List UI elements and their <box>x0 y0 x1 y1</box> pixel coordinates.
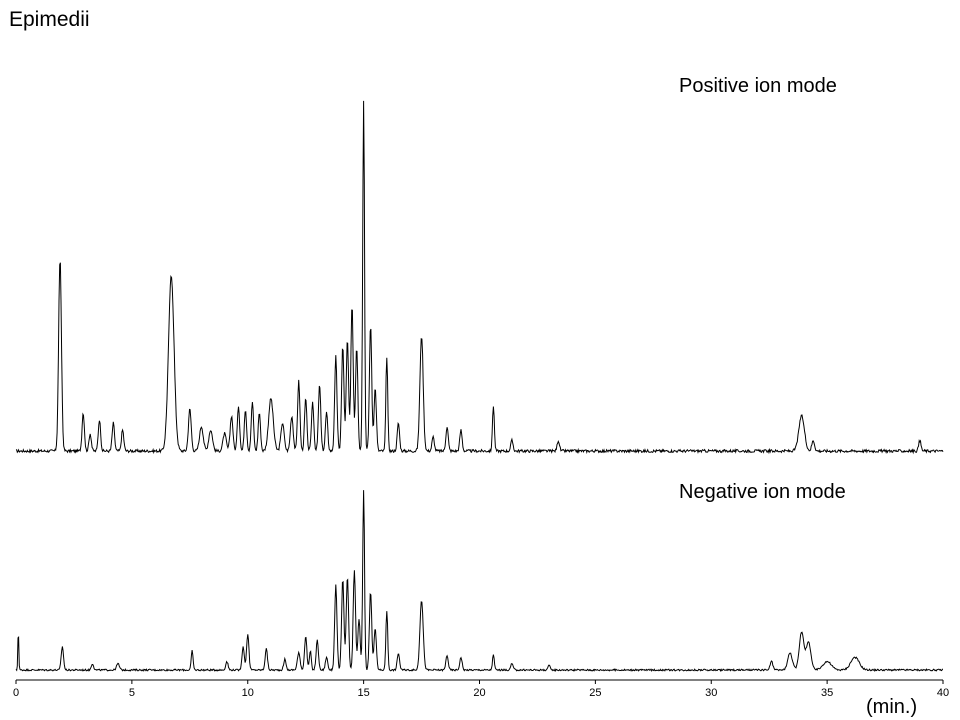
x-axis-ticks: 0 5 10 15 20 25 30 35 40 <box>13 680 949 699</box>
x-tick-label-10: 10 <box>242 687 254 699</box>
x-tick-label-35: 35 <box>821 687 833 699</box>
trace-negative-ion-mode <box>15 490 943 673</box>
x-tick-label-30: 30 <box>705 687 717 699</box>
chart-title: Epimedii <box>9 8 90 31</box>
x-tick-label-15: 15 <box>358 687 370 699</box>
x-tick-label-0: 0 <box>13 687 19 699</box>
x-tick-label-5: 5 <box>129 687 135 699</box>
traces-group <box>15 100 944 673</box>
series-label-negative: Negative ion mode <box>679 481 846 503</box>
series-label-positive: Positive ion mode <box>679 75 837 97</box>
x-tick-label-20: 20 <box>473 687 485 699</box>
x-tick-label-25: 25 <box>589 687 601 699</box>
x-tick-label-40: 40 <box>937 687 949 699</box>
trace-positive-ion-mode <box>15 100 944 455</box>
x-axis-unit-label: (min.) <box>866 696 917 718</box>
